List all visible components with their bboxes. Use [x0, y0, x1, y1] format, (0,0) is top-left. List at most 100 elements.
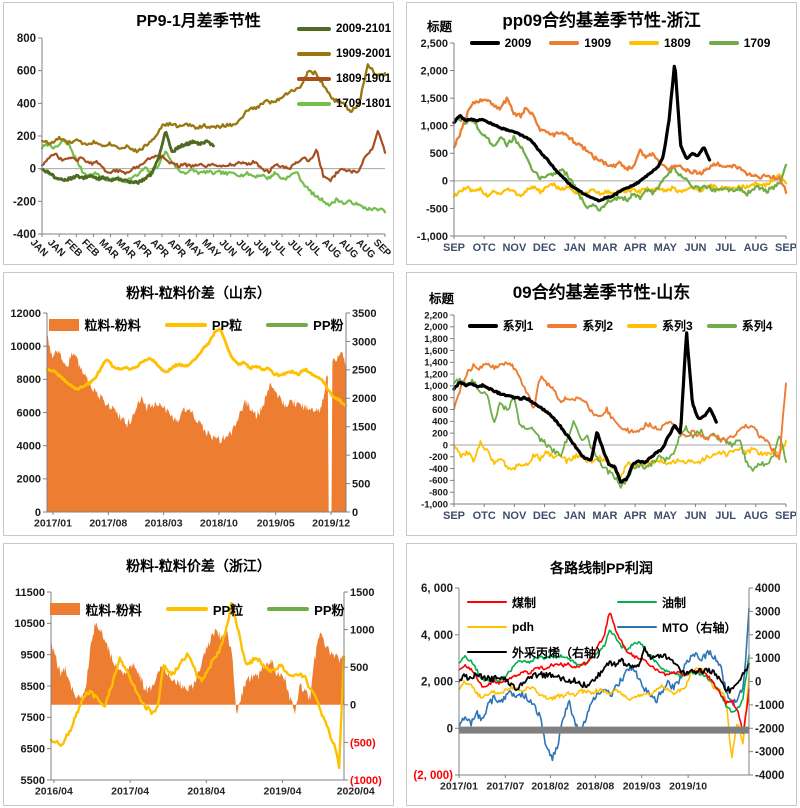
- x-axis-tick-label: JUN: [234, 237, 256, 259]
- x-axis-tick-label: MAR: [592, 242, 617, 254]
- legend-label: 2009-2101: [336, 23, 391, 35]
- y-axis-tick-label: 6, 000: [421, 583, 453, 595]
- line-series: [453, 377, 787, 490]
- x-axis-tick-label: SEP: [443, 242, 465, 254]
- y-axis-tick-label: 0: [443, 441, 448, 452]
- line-series: [49, 601, 346, 769]
- legend-label: MTO（右轴）: [662, 620, 737, 635]
- line-series: [40, 130, 215, 185]
- y-axis-tick-label: 1000: [755, 653, 781, 665]
- y-axis-tick-label: 3000: [755, 606, 781, 618]
- x-axis-tick-label: JUN: [217, 237, 239, 259]
- y-axis-tick-label: 200: [17, 131, 36, 143]
- x-axis-tick-label: 2019/04: [264, 785, 302, 797]
- y-axis-tick-label: 600: [17, 66, 36, 78]
- y-axis-tick-label: 400: [17, 98, 36, 110]
- chart-title: pp09合约基差季节性-浙江: [502, 11, 701, 30]
- y-axis-tick-label: 2,200: [424, 311, 448, 322]
- y-axis-tick-label: 3500: [352, 308, 376, 320]
- legend-swatch-icon: [165, 607, 208, 612]
- chart-plot: 6, 000 4, 000 2, 000 0 (2, 000) 4000 3000 2000 1…: [413, 583, 784, 792]
- y-axis-tick-label: 3000: [352, 337, 376, 349]
- x-axis-tick-label: 2017/07: [486, 780, 524, 792]
- y-axis-tick-label: 7500: [21, 712, 45, 724]
- axes: 1200010000800060004000200003500300025002…: [10, 308, 376, 530]
- zero-band: [459, 726, 749, 734]
- line-series: [453, 361, 787, 461]
- legend-item: 1909: [549, 36, 611, 50]
- y-axis-tick-label: 8000: [17, 375, 41, 387]
- chart-legend: 粒料-粉料 PP粒 PP粉: [47, 315, 346, 334]
- y-axis-tick-label: 0: [755, 676, 761, 688]
- x-axis-tick-label: JUL: [715, 242, 736, 254]
- y-axis-tick-label: (2, 000): [413, 770, 453, 782]
- legend-swatch-icon: [469, 41, 500, 45]
- y-axis-tick-label: 1500: [352, 422, 376, 434]
- x-axis-tick-label: SEP: [371, 237, 393, 259]
- y-axis-tick-label: 5500: [21, 775, 45, 787]
- legend-swatch-icon: [617, 600, 657, 604]
- line-series: [453, 439, 787, 479]
- legend-label: 煤制: [512, 595, 537, 610]
- legend-swatch-icon: [549, 41, 580, 45]
- y-axis-tick-label: 2000: [352, 393, 376, 405]
- x-axis-tick-label: 2020/04: [337, 785, 375, 797]
- y-axis-tick-label: 1,400: [424, 358, 448, 369]
- legend-label: 1809: [664, 36, 691, 50]
- chart-legend: 煤制 油制 pdh MTO（右轴） 外采丙烯（右轴）: [467, 594, 736, 661]
- y-axis-tick-label: 2, 000: [421, 676, 453, 688]
- legend-swatch-icon: [266, 322, 309, 327]
- chart-panel-pp9-1-month-spread: PP9-1月差季节性 2009-2101 1909-2001 1809-1901 17…: [3, 2, 394, 266]
- y-axis-tick-label: 0: [350, 699, 356, 711]
- x-axis-tick-label: JUL: [715, 510, 736, 522]
- y-axis-tick-label: -4000: [755, 770, 784, 782]
- x-axis-tick-label: JAN: [45, 237, 67, 259]
- y-axis-tick-label: -200: [429, 452, 448, 463]
- y-axis-tick-label: 9500: [21, 649, 45, 661]
- x-axis-tick-label: APR: [623, 242, 646, 254]
- chart-legend: 粒料-粉料 PP粒 PP粉: [50, 600, 345, 619]
- y-axis-tick-label: 0: [35, 507, 41, 519]
- y-axis-tick-label: 0: [442, 176, 448, 188]
- chart-legend: 2009 1909 1809 1709: [454, 36, 786, 50]
- y-axis-tick-label: 2000: [755, 629, 781, 641]
- legend-item: 2009-2101: [297, 23, 391, 35]
- legend-swatch-icon: [297, 26, 331, 32]
- x-axis-tick-label: FEB: [62, 237, 84, 259]
- y-axis-tick-label: 0: [352, 507, 358, 519]
- legend-swatch-icon: [49, 318, 80, 331]
- line-series: [40, 139, 387, 214]
- x-axis-tick-label: 2019/03: [623, 780, 661, 792]
- legend-label: 系列4: [741, 319, 773, 334]
- legend-label: PP粒: [211, 318, 243, 334]
- chart-plot: 8006004002000-200-400JANJANFEBFEBMARMARA…: [13, 33, 393, 262]
- x-axis-tick-label: JUN: [251, 237, 273, 259]
- y-axis-tick-label: 2500: [352, 365, 376, 377]
- y-axis-tick-label: -200: [13, 196, 36, 208]
- legend-label: 系列3: [662, 319, 693, 334]
- y-axis-tick-label: 500: [352, 479, 370, 491]
- y-axis-tick-label: 4, 000: [421, 629, 453, 641]
- legend-swatch-icon: [467, 625, 507, 629]
- y-axis-tick-label: -1,000: [417, 231, 448, 243]
- legend-item: 系列3: [627, 317, 693, 334]
- legend-label: 粒料-粉料: [84, 318, 141, 334]
- legend-swatch-icon: [164, 322, 207, 327]
- legend-swatch-icon: [467, 600, 507, 604]
- y-axis-tick-label: 12000: [10, 308, 41, 320]
- legend-swatch-icon: [547, 323, 578, 328]
- axes: 2,2002,0001,8001,6001,4001,2001,00080060…: [421, 311, 796, 523]
- axes: 6, 000 4, 000 2, 000 0 (2, 000) 4000 3000 2000 1…: [413, 583, 784, 792]
- legend-label: 1709-1801: [336, 98, 391, 110]
- line-series: [452, 64, 712, 203]
- chart-panel-09-basis-shandong: 09合约基差季节性-山东 标题 系列1 系列2 系列3 系列4 2,200 2,000 1…: [406, 272, 797, 536]
- x-axis-tick-label: DEC: [533, 242, 556, 254]
- chart-plot: 11500 10500 9500 8500 7500 6500 5500 1500 1000 50…: [14, 587, 382, 798]
- legend-item: PP粉: [266, 315, 344, 334]
- chart-panel-pp-profit-by-route: 各路线制PP利润 煤制 油制 pdh MTO（右轴） 外采丙烯（右轴） 6, 000 4,…: [406, 542, 797, 806]
- chart-legend: 系列1 系列2 系列3 系列4: [454, 317, 786, 334]
- chart-panel-powder-pellet-spread-shandong: 粉料-粒料价差（山东） 粒料-粉料 PP粒 PP粉 12000 10000 8000 60…: [3, 272, 394, 536]
- legend-swatch-icon: [467, 650, 507, 654]
- y-axis-tick-label: -400: [13, 229, 36, 241]
- legend-label: 1909-2001: [336, 48, 391, 60]
